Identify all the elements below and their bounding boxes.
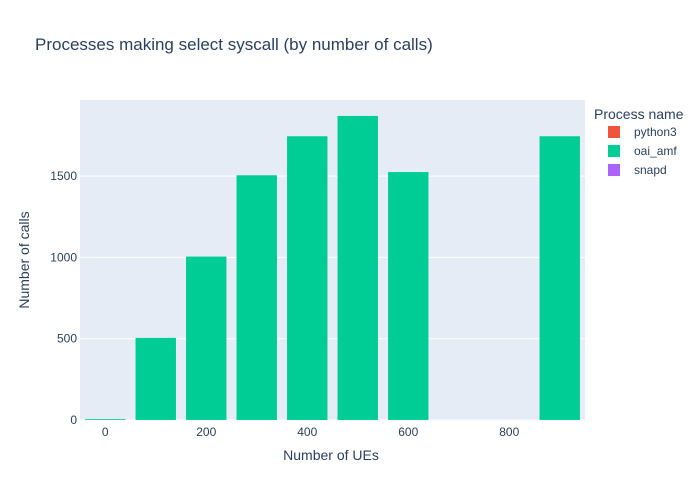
bar-oai_amf-0[interactable]: [85, 419, 126, 420]
y-tick-label: 1000: [50, 250, 77, 264]
x-axis-title: Number of UEs: [283, 447, 379, 463]
legend-label-snapd[interactable]: snapd: [634, 163, 667, 177]
legend-swatch-python3[interactable]: [608, 126, 620, 138]
legend-label-python3[interactable]: python3: [634, 125, 677, 139]
bar-oai_amf-600[interactable]: [388, 172, 429, 420]
bar-oai_amf-400[interactable]: [287, 136, 328, 420]
y-tick-label: 500: [57, 332, 77, 346]
x-axis-ticks: 0 200 400 600 800: [102, 425, 520, 439]
bar-oai_amf-900[interactable]: [539, 136, 580, 420]
x-tick-label: 400: [297, 425, 317, 439]
y-tick-label: 0: [70, 413, 77, 427]
x-tick-label: 0: [102, 425, 109, 439]
bar-oai_amf-500[interactable]: [337, 115, 378, 420]
legend-swatch-oai_amf[interactable]: [608, 145, 620, 157]
bar-oai_amf-200[interactable]: [186, 256, 227, 420]
bar-oai_amf-100[interactable]: [135, 337, 176, 420]
y-axis-ticks: 0 500 1000 1500: [50, 169, 77, 427]
x-tick-label: 800: [499, 425, 519, 439]
legend-label-oai_amf[interactable]: oai_amf: [634, 144, 677, 158]
chart-title: Processes making select syscall (by numb…: [35, 35, 433, 54]
bar-oai_amf-300[interactable]: [236, 175, 277, 420]
legend-swatch-snapd[interactable]: [608, 164, 620, 176]
x-tick-label: 600: [398, 425, 418, 439]
legend-title: Process name: [594, 106, 684, 122]
y-tick-label: 1500: [50, 169, 77, 183]
x-tick-label: 200: [196, 425, 216, 439]
bars: [85, 115, 580, 420]
y-axis-title: Number of calls: [16, 211, 32, 308]
